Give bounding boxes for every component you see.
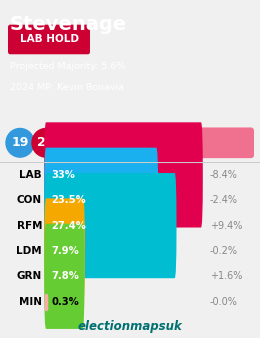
Text: GRN: GRN	[17, 271, 42, 281]
Text: Projected Majority: 5.6%: Projected Majority: 5.6%	[10, 62, 125, 71]
Text: -2.4%: -2.4%	[210, 195, 238, 205]
Text: +1.6%: +1.6%	[210, 271, 242, 281]
Text: -0.0%: -0.0%	[210, 297, 238, 307]
FancyBboxPatch shape	[44, 148, 158, 253]
Text: 19: 19	[11, 136, 29, 149]
Text: MIN: MIN	[19, 297, 42, 307]
Text: 0.3%: 0.3%	[51, 297, 79, 307]
Text: -8.4%: -8.4%	[210, 170, 238, 180]
FancyBboxPatch shape	[8, 25, 90, 54]
Text: Lean LAB: Lean LAB	[122, 136, 194, 150]
Text: LAB HOLD: LAB HOLD	[20, 34, 79, 45]
Text: 27.4%: 27.4%	[51, 221, 86, 231]
FancyBboxPatch shape	[63, 127, 254, 158]
Text: CON: CON	[17, 195, 42, 205]
Text: 24: 24	[37, 136, 55, 149]
Text: LAB: LAB	[20, 170, 42, 180]
Circle shape	[32, 128, 60, 157]
Text: electionmapsuk: electionmapsuk	[77, 320, 183, 333]
Text: RFM: RFM	[16, 221, 42, 231]
Text: +9.4%: +9.4%	[210, 221, 242, 231]
FancyBboxPatch shape	[44, 173, 177, 278]
Text: LDM: LDM	[16, 246, 42, 256]
Circle shape	[6, 128, 34, 157]
Text: -0.2%: -0.2%	[210, 246, 238, 256]
Text: 33%: 33%	[51, 170, 75, 180]
FancyBboxPatch shape	[44, 198, 85, 304]
FancyBboxPatch shape	[44, 122, 203, 227]
FancyBboxPatch shape	[44, 224, 84, 329]
Text: 7.8%: 7.8%	[51, 271, 79, 281]
Text: 7.9%: 7.9%	[51, 246, 79, 256]
Text: 2024 MP: Kevin Bonavia: 2024 MP: Kevin Bonavia	[10, 83, 124, 92]
Text: 23.5%: 23.5%	[51, 195, 86, 205]
Text: Stevenage: Stevenage	[10, 15, 127, 34]
